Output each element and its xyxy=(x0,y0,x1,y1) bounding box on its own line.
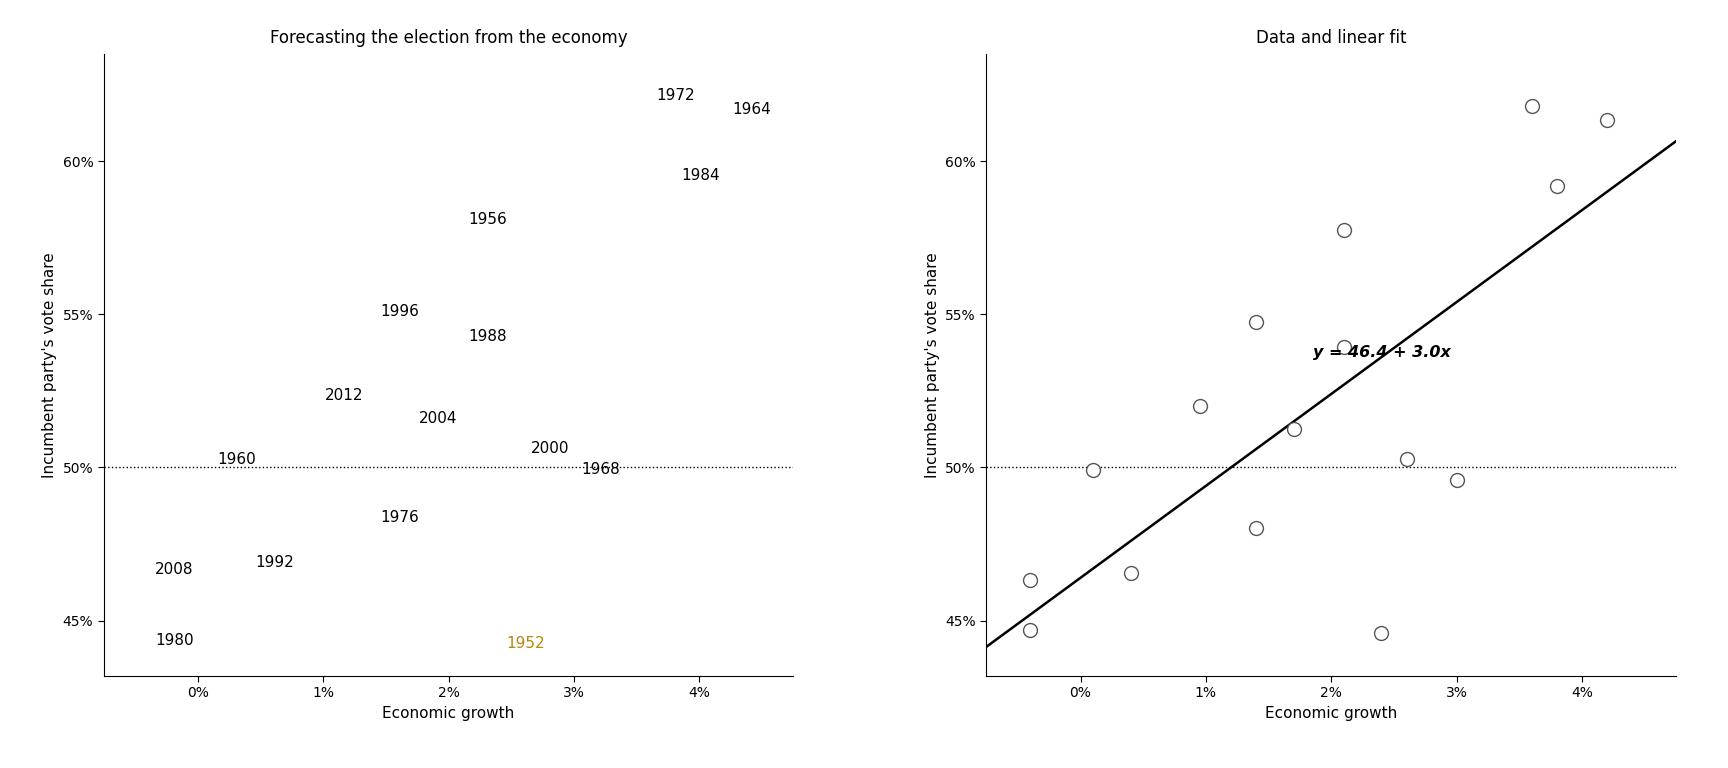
X-axis label: Economic growth: Economic growth xyxy=(1265,706,1398,721)
Text: 1956: 1956 xyxy=(468,212,508,227)
Text: 1984: 1984 xyxy=(683,168,721,184)
Text: 2004: 2004 xyxy=(418,412,456,426)
Text: 1980: 1980 xyxy=(156,633,194,648)
Text: 1996: 1996 xyxy=(380,304,420,319)
Point xyxy=(1519,100,1547,112)
Point xyxy=(1242,316,1270,329)
Text: 1976: 1976 xyxy=(380,510,420,525)
Text: 1988: 1988 xyxy=(468,329,508,343)
Point xyxy=(1393,453,1420,465)
Text: 1952: 1952 xyxy=(506,636,544,651)
Title: Forecasting the election from the economy: Forecasting the election from the econom… xyxy=(270,28,627,47)
Title: Data and linear fit: Data and linear fit xyxy=(1256,28,1407,47)
Text: 1968: 1968 xyxy=(581,462,620,477)
Text: 2000: 2000 xyxy=(530,441,570,456)
Point xyxy=(1080,464,1108,476)
Y-axis label: Incumbent party's vote share: Incumbent party's vote share xyxy=(924,252,940,478)
Point xyxy=(1593,114,1621,126)
Point xyxy=(1016,574,1044,587)
Point xyxy=(1543,180,1571,193)
Text: 2012: 2012 xyxy=(325,388,363,403)
Point xyxy=(1116,567,1144,579)
Text: 1992: 1992 xyxy=(256,555,294,570)
Text: 1972: 1972 xyxy=(657,88,695,103)
Y-axis label: Incumbent party's vote share: Incumbent party's vote share xyxy=(41,252,57,478)
X-axis label: Economic growth: Economic growth xyxy=(382,706,515,721)
Point xyxy=(1185,400,1213,412)
Point xyxy=(1280,423,1308,435)
Point xyxy=(1242,522,1270,535)
Point xyxy=(1331,340,1358,353)
Text: y = 46.4 + 3.0x: y = 46.4 + 3.0x xyxy=(1313,345,1450,360)
Text: 1964: 1964 xyxy=(733,102,771,117)
Text: 2008: 2008 xyxy=(156,562,194,578)
Text: 1960: 1960 xyxy=(218,452,256,467)
Point xyxy=(1331,223,1358,236)
Point xyxy=(1443,474,1471,486)
Point xyxy=(1016,624,1044,636)
Point xyxy=(1367,627,1394,639)
